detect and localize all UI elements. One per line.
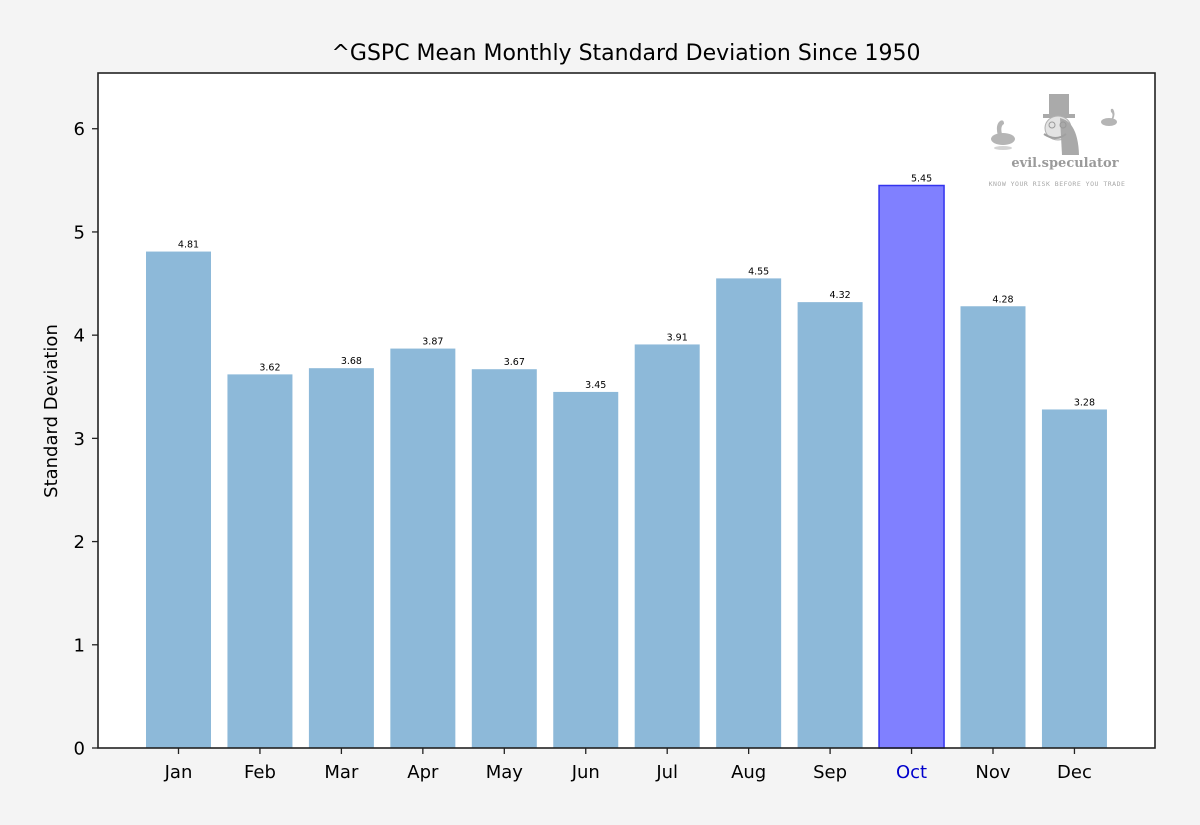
- bar-feb: [227, 374, 293, 748]
- y-axis-label: Standard Deviation: [41, 324, 62, 498]
- speculator-mascot-icon: [1043, 94, 1079, 155]
- x-tick-label-jan: Jan: [164, 762, 193, 783]
- data-label-feb: 3.62: [259, 362, 280, 373]
- bar-apr: [390, 348, 456, 748]
- bar-dec: [1041, 409, 1107, 748]
- axes-frame: [97, 72, 1156, 749]
- data-label-aug: 4.55: [748, 266, 769, 277]
- data-labels-group: 4.81 3.62 3.68 3.87 3.67 3.45 3.91 4.55 4.32 5.45…: [178, 174, 1095, 409]
- x-tick-label-dec: Dec: [1057, 762, 1092, 783]
- bar-aug: [716, 278, 782, 748]
- x-tick-label-sep: Sep: [813, 762, 847, 783]
- x-tick-label-jul: Jul: [655, 762, 678, 783]
- x-axis: Jan Feb Mar Apr May Jun Jul Aug Sep Oct Nov Dec: [164, 748, 1092, 783]
- x-tick-label-apr: Apr: [407, 762, 439, 783]
- data-label-jun: 3.45: [585, 380, 606, 391]
- data-label-mar: 3.68: [341, 356, 362, 367]
- bar-sep: [797, 302, 863, 748]
- x-tick-label-feb: Feb: [244, 762, 276, 783]
- bars-group: [146, 184, 1107, 749]
- bar-oct: [878, 184, 945, 749]
- swan-left-icon: [991, 120, 1015, 150]
- y-tick-label-2: 2: [74, 532, 85, 553]
- y-tick-label-3: 3: [74, 429, 85, 450]
- x-tick-label-may: May: [486, 762, 524, 783]
- bar-jul: [634, 344, 700, 748]
- bar-jun: [553, 391, 619, 748]
- x-tick-label-nov: Nov: [975, 762, 1010, 783]
- data-label-jul: 3.91: [667, 332, 688, 343]
- watermark-brand: evil.speculator: [1011, 156, 1118, 171]
- y-axis: 0 1 2 3 4 5 6: [74, 119, 98, 760]
- x-tick-label-aug: Aug: [731, 762, 766, 783]
- x-tick-label-mar: Mar: [324, 762, 359, 783]
- bar-nov: [960, 306, 1026, 748]
- data-label-oct: 5.45: [911, 174, 932, 185]
- data-label-jan: 4.81: [178, 240, 199, 251]
- y-tick-label-4: 4: [74, 326, 85, 347]
- bar-may: [471, 369, 537, 748]
- bar-mar: [308, 368, 374, 748]
- data-label-dec: 3.28: [1074, 397, 1095, 408]
- y-tick-label-6: 6: [74, 119, 85, 140]
- chart-title: ^GSPC Mean Monthly Standard Deviation Si…: [331, 41, 920, 66]
- data-label-may: 3.67: [504, 357, 525, 368]
- y-tick-label-5: 5: [74, 222, 85, 243]
- x-tick-label-oct: Oct: [896, 762, 927, 783]
- data-label-nov: 4.28: [992, 294, 1013, 305]
- data-label-apr: 3.87: [422, 337, 443, 348]
- watermark-tagline: KNOW YOUR RISK BEFORE YOU TRADE: [989, 180, 1126, 188]
- x-tick-label-jun: Jun: [571, 762, 600, 783]
- watermark-logo: evil.speculator KNOW YOUR RISK BEFORE YO…: [989, 94, 1126, 188]
- swan-right-icon: [1101, 108, 1117, 126]
- bar-jan: [146, 251, 211, 748]
- y-tick-label-0: 0: [74, 739, 85, 760]
- y-tick-label-1: 1: [74, 635, 85, 656]
- data-label-sep: 4.32: [830, 290, 851, 301]
